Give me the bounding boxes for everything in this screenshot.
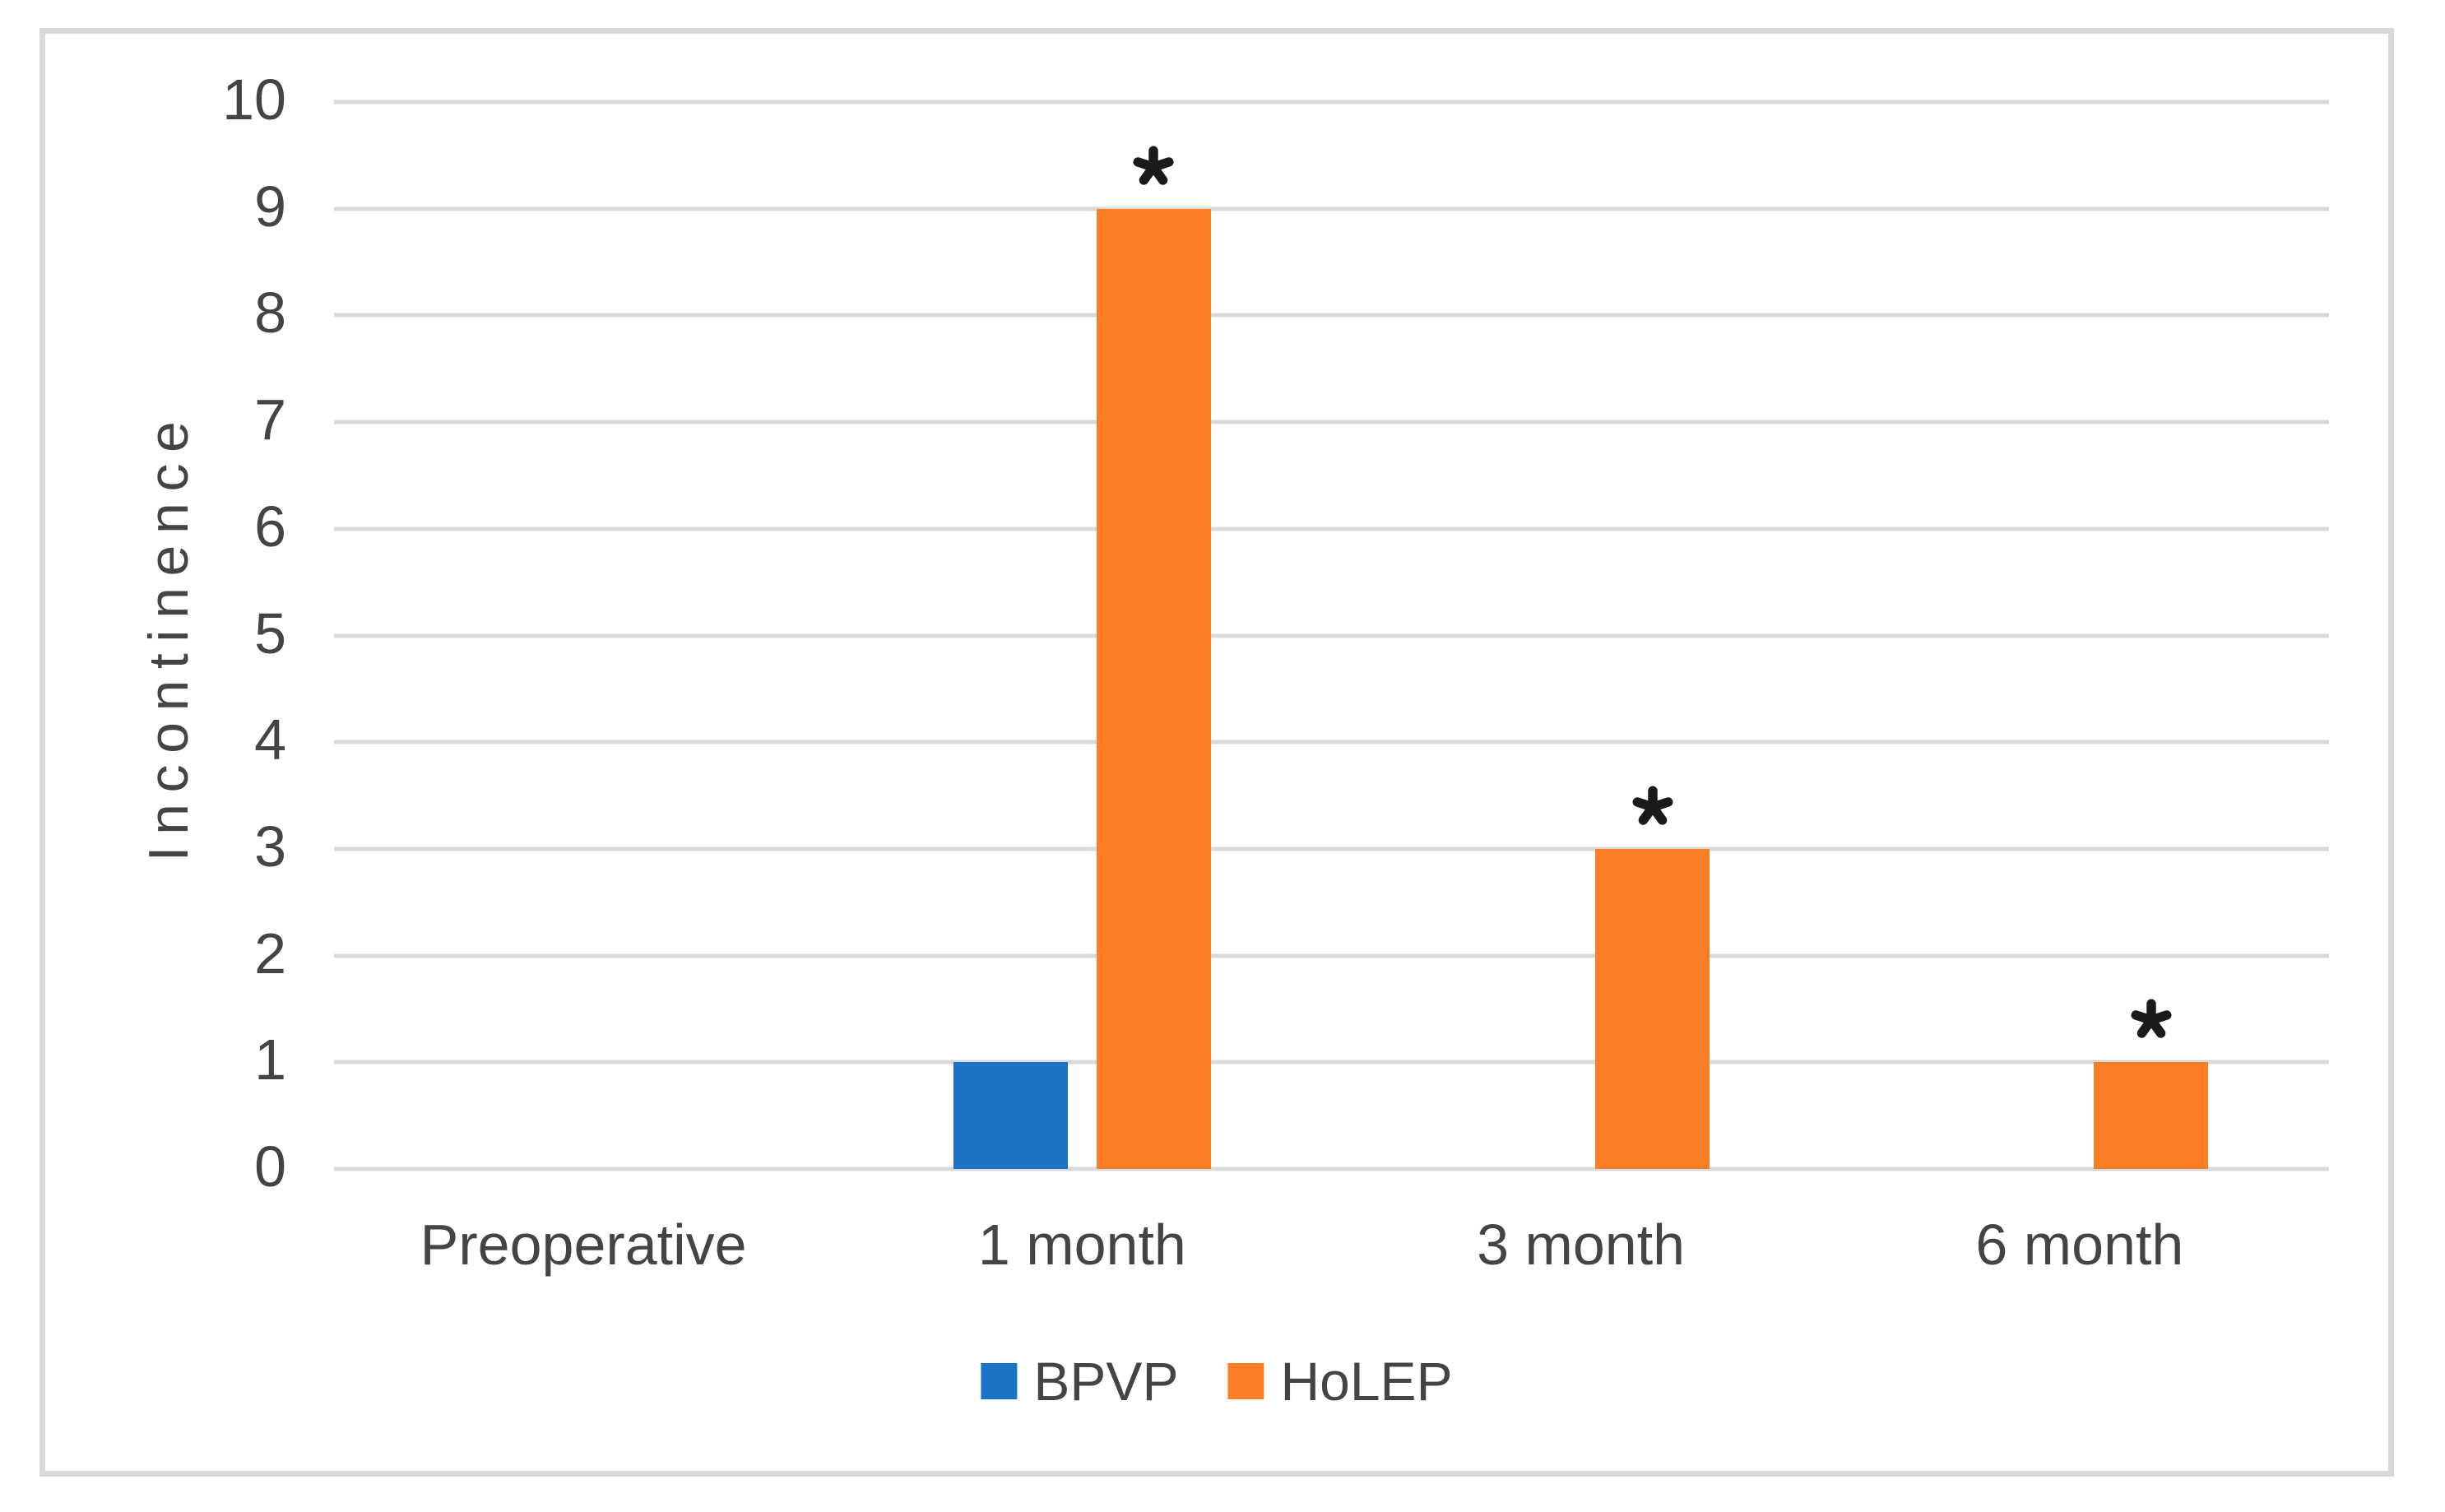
x-category-label-6-month: 6 month [1975,1213,2184,1277]
legend-label-holep: HoLEP [1280,1351,1453,1412]
gridline-4 [334,740,2329,744]
legend-label-bpvp: BPVP [1033,1351,1179,1412]
legend: BPVP HoLEP [981,1351,1453,1412]
x-category-label-preoperative: Preoperative [420,1213,747,1277]
gridline-9 [334,206,2329,211]
gridline-0 [334,1166,2329,1171]
gridline-7 [334,420,2329,424]
significance-asterisk-holep-1-month [1132,145,1175,188]
legend-swatch-holep [1227,1363,1264,1399]
y-tick-label-5: 5 [254,601,286,666]
gridline-5 [334,633,2329,638]
bar-holep-6-month [2094,1062,2209,1169]
significance-asterisk-holep-3-month [1631,785,1674,828]
y-tick-label-2: 2 [254,921,286,986]
gridline-8 [334,313,2329,318]
y-tick-label-4: 4 [254,707,286,772]
gridline-2 [334,953,2329,958]
gridline-1 [334,1060,2329,1064]
bar-holep-1-month [1096,208,1211,1169]
y-tick-label-9: 9 [254,174,286,239]
legend-item-bpvp: BPVP [981,1354,1178,1408]
y-tick-label-10: 10 [222,67,286,132]
y-tick-label-6: 6 [254,494,286,559]
y-tick-label-3: 3 [254,814,286,879]
y-tick-label-8: 8 [254,281,286,346]
y-tick-label-1: 1 [254,1027,286,1092]
y-tick-label-0: 0 [254,1134,286,1199]
y-axis-title: Incontinence [137,410,200,861]
bar-bpvp-1-month [953,1062,1068,1169]
bar-holep-3-month [1595,848,1710,1169]
x-category-label-3-month: 3 month [1477,1213,1686,1277]
gridline-10 [334,100,2329,104]
gridline-6 [334,526,2329,531]
y-tick-label-7: 7 [254,387,286,452]
gridline-3 [334,846,2329,851]
legend-item-holep: HoLEP [1227,1351,1453,1412]
significance-asterisk-holep-6-month [2130,998,2173,1041]
chart-frame [39,28,2394,1477]
legend-swatch-bpvp [981,1363,1018,1399]
x-category-label-1-month: 1 month [977,1213,1186,1277]
